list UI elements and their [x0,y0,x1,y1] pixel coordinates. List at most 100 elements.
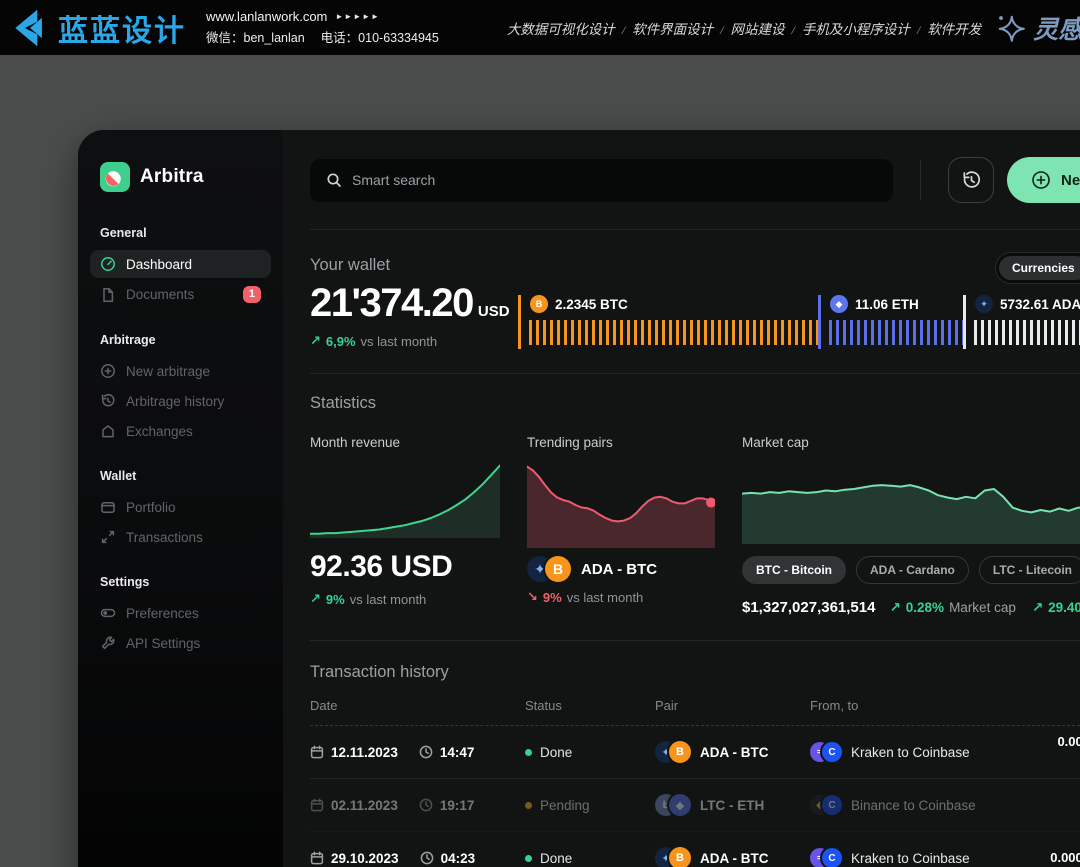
new-arbitrage-button[interactable]: New arbitrage [1007,157,1080,203]
wallet-balance-value: 21'374.20 [310,281,473,325]
trending-pair-name: ADA - BTC [581,561,657,578]
exchange-icons: ≈C [810,848,842,867]
gauge-icon [100,256,116,272]
column-header-from-to: From, to [810,698,1025,713]
wechat-contact: 微信：ben_lanlan [206,27,305,46]
status-dot [525,749,532,756]
pair-coin-icons: ✦B [527,556,571,582]
transaction-time: 14:47 [440,745,475,760]
clock-icon [419,745,433,759]
column-header-date: Date [310,698,525,713]
service-item: 大数据可视化设计 [507,22,615,37]
transfer-icon [100,529,116,545]
coin-pill-ada[interactable]: ADA - Cardano [856,556,969,584]
transaction-history-title: Transaction history [310,663,1080,682]
history-clock-icon [961,170,982,191]
transaction-date: 29.10.2023 [331,851,399,866]
wallet-view-currencies[interactable]: Currencies [999,256,1080,280]
nav-section-label: Arbitrage [78,333,283,347]
status-label: Done [540,745,572,760]
sidebar-item-api-settings[interactable]: API Settings [90,629,271,657]
coinbase-coin-icon: C [822,848,842,867]
wallet-title: Your wallet [310,256,1080,275]
holding-segment-btc: B2.2345 BTC [518,295,818,349]
volume-delta: ↗ 29.40% Volume (24h) [1032,600,1080,616]
route-label: Binance to Coinbase [851,798,976,813]
holding-segment-ada: ✦5732.61 ADA [963,295,1080,349]
month-revenue-chart [310,460,500,538]
transaction-row[interactable]: 12.11.202314:47Done✦BADA - BTC≈CKraken t… [310,726,1080,779]
service-separator: / [713,23,730,37]
sidebar-item-label: Transactions [126,530,203,545]
wallet-balance: 21'374.20USD ↗ 6,9% vs last month [310,281,518,349]
status-dot [525,855,532,862]
calendar-icon [310,798,324,812]
status-dot [525,802,532,809]
sidebar-item-new-arbitrage[interactable]: New arbitrage [90,357,271,385]
sidebar-item-exchanges[interactable]: Exchanges [90,417,271,445]
wrench-icon [100,635,116,651]
sidebar-item-transactions[interactable]: Transactions [90,523,271,551]
history-button[interactable] [948,157,994,203]
search-bar[interactable] [310,159,893,202]
holding-amount: 11.06 ETH [855,297,919,312]
transaction-time: 04:23 [441,851,476,866]
transaction-row[interactable]: 02.11.202319:17PendingŁ◆LTC - ETH◆CBinan… [310,779,1080,832]
service-separator: / [785,23,802,37]
sidebar-item-label: API Settings [126,636,200,651]
services-list: 大数据可视化设计/软件界面设计/网站建设/手机及小程序设计/软件开发 [507,18,981,38]
eth-coin-icon: ◆ [830,295,848,313]
sidebar-item-documents[interactable]: Documents1 [90,280,271,309]
lanlan-brand: 蓝蓝设计 [8,6,186,50]
search-input[interactable] [352,172,877,188]
btc-coin-icon: B [530,295,548,313]
statistics-section: Statistics Month revenue 92.36 USD ↗ 9% … [310,373,1080,616]
market-cap-label: Market cap [742,435,1080,450]
service-separator: / [910,23,927,37]
holding-ticks-bar [974,320,1080,345]
bank-icon [100,423,116,439]
column-header-status: Status [525,698,655,713]
phone-contact: 电话：010-63334945 [321,27,439,46]
topbar-divider [920,160,921,200]
statistics-title: Statistics [310,394,1080,413]
holding-ticks-bar [829,320,963,345]
wallet-holdings-chart: B2.2345 BTC ◆ 11.06 ETH ✦5732.61 ADA [518,295,1080,349]
sidebar-item-arbitrage-history[interactable]: Arbitrage history [90,387,271,415]
arrow-down-icon: ↘ [527,589,538,605]
sparkle-star-icon [995,12,1027,44]
exchange-icons: ≈C [810,742,842,762]
workspace-background: Arbitra GeneralDashboardDocuments1Arbitr… [0,55,1080,867]
transaction-time: 19:17 [440,798,475,813]
month-revenue-card: Month revenue 92.36 USD ↗ 9% vs last mon… [310,435,500,616]
notification-badge: 1 [243,286,261,303]
sidebar-item-dashboard[interactable]: Dashboard [90,250,271,278]
app-logo: Arbitra [78,162,283,192]
promo-banner: 蓝蓝设计 www.lanlanwork.com ►►►►► 微信：ben_lan… [0,0,1080,55]
sidebar-item-preferences[interactable]: Preferences [90,599,271,627]
transaction-date: 12.11.2023 [331,745,398,760]
wallet-view-toggle: CurrenciesExchanges [995,252,1080,284]
month-revenue-delta: ↗ 9% vs last month [310,591,500,607]
calendar-icon [310,745,324,759]
service-item: 软件界面设计 [632,22,713,37]
table-header: DateStatusPairFrom, to [310,698,1080,726]
inspiration-collect: 灵感收集 [995,10,1080,46]
market-cap-delta: ↗ 0.28% Market cap [889,600,1015,616]
coin-pill-ltc[interactable]: LTC - Litecoin [979,556,1080,584]
btc-coin-icon: B [669,847,691,867]
contact-block: www.lanlanwork.com ►►►►► 微信：ben_lanlan 电… [206,9,439,46]
sidebar-item-portfolio[interactable]: Portfolio [90,493,271,521]
arrow-up-icon: ↗ [310,591,321,607]
history-icon [100,393,116,409]
status-label: Pending [540,798,590,813]
service-item: 软件开发 [927,22,981,37]
app-name: Arbitra [140,166,204,188]
nav-section-label: Wallet [78,469,283,483]
coin-pill-btc[interactable]: BTC - Bitcoin [742,556,846,584]
transaction-row[interactable]: 29.10.202304:23Done✦BADA - BTC≈CKraken t… [310,832,1080,867]
inspiration-label: 灵感收集 [1033,10,1080,46]
nav-section-label: Settings [78,575,283,589]
document-icon [100,287,116,303]
sidebar: Arbitra GeneralDashboardDocuments1Arbitr… [78,130,283,867]
